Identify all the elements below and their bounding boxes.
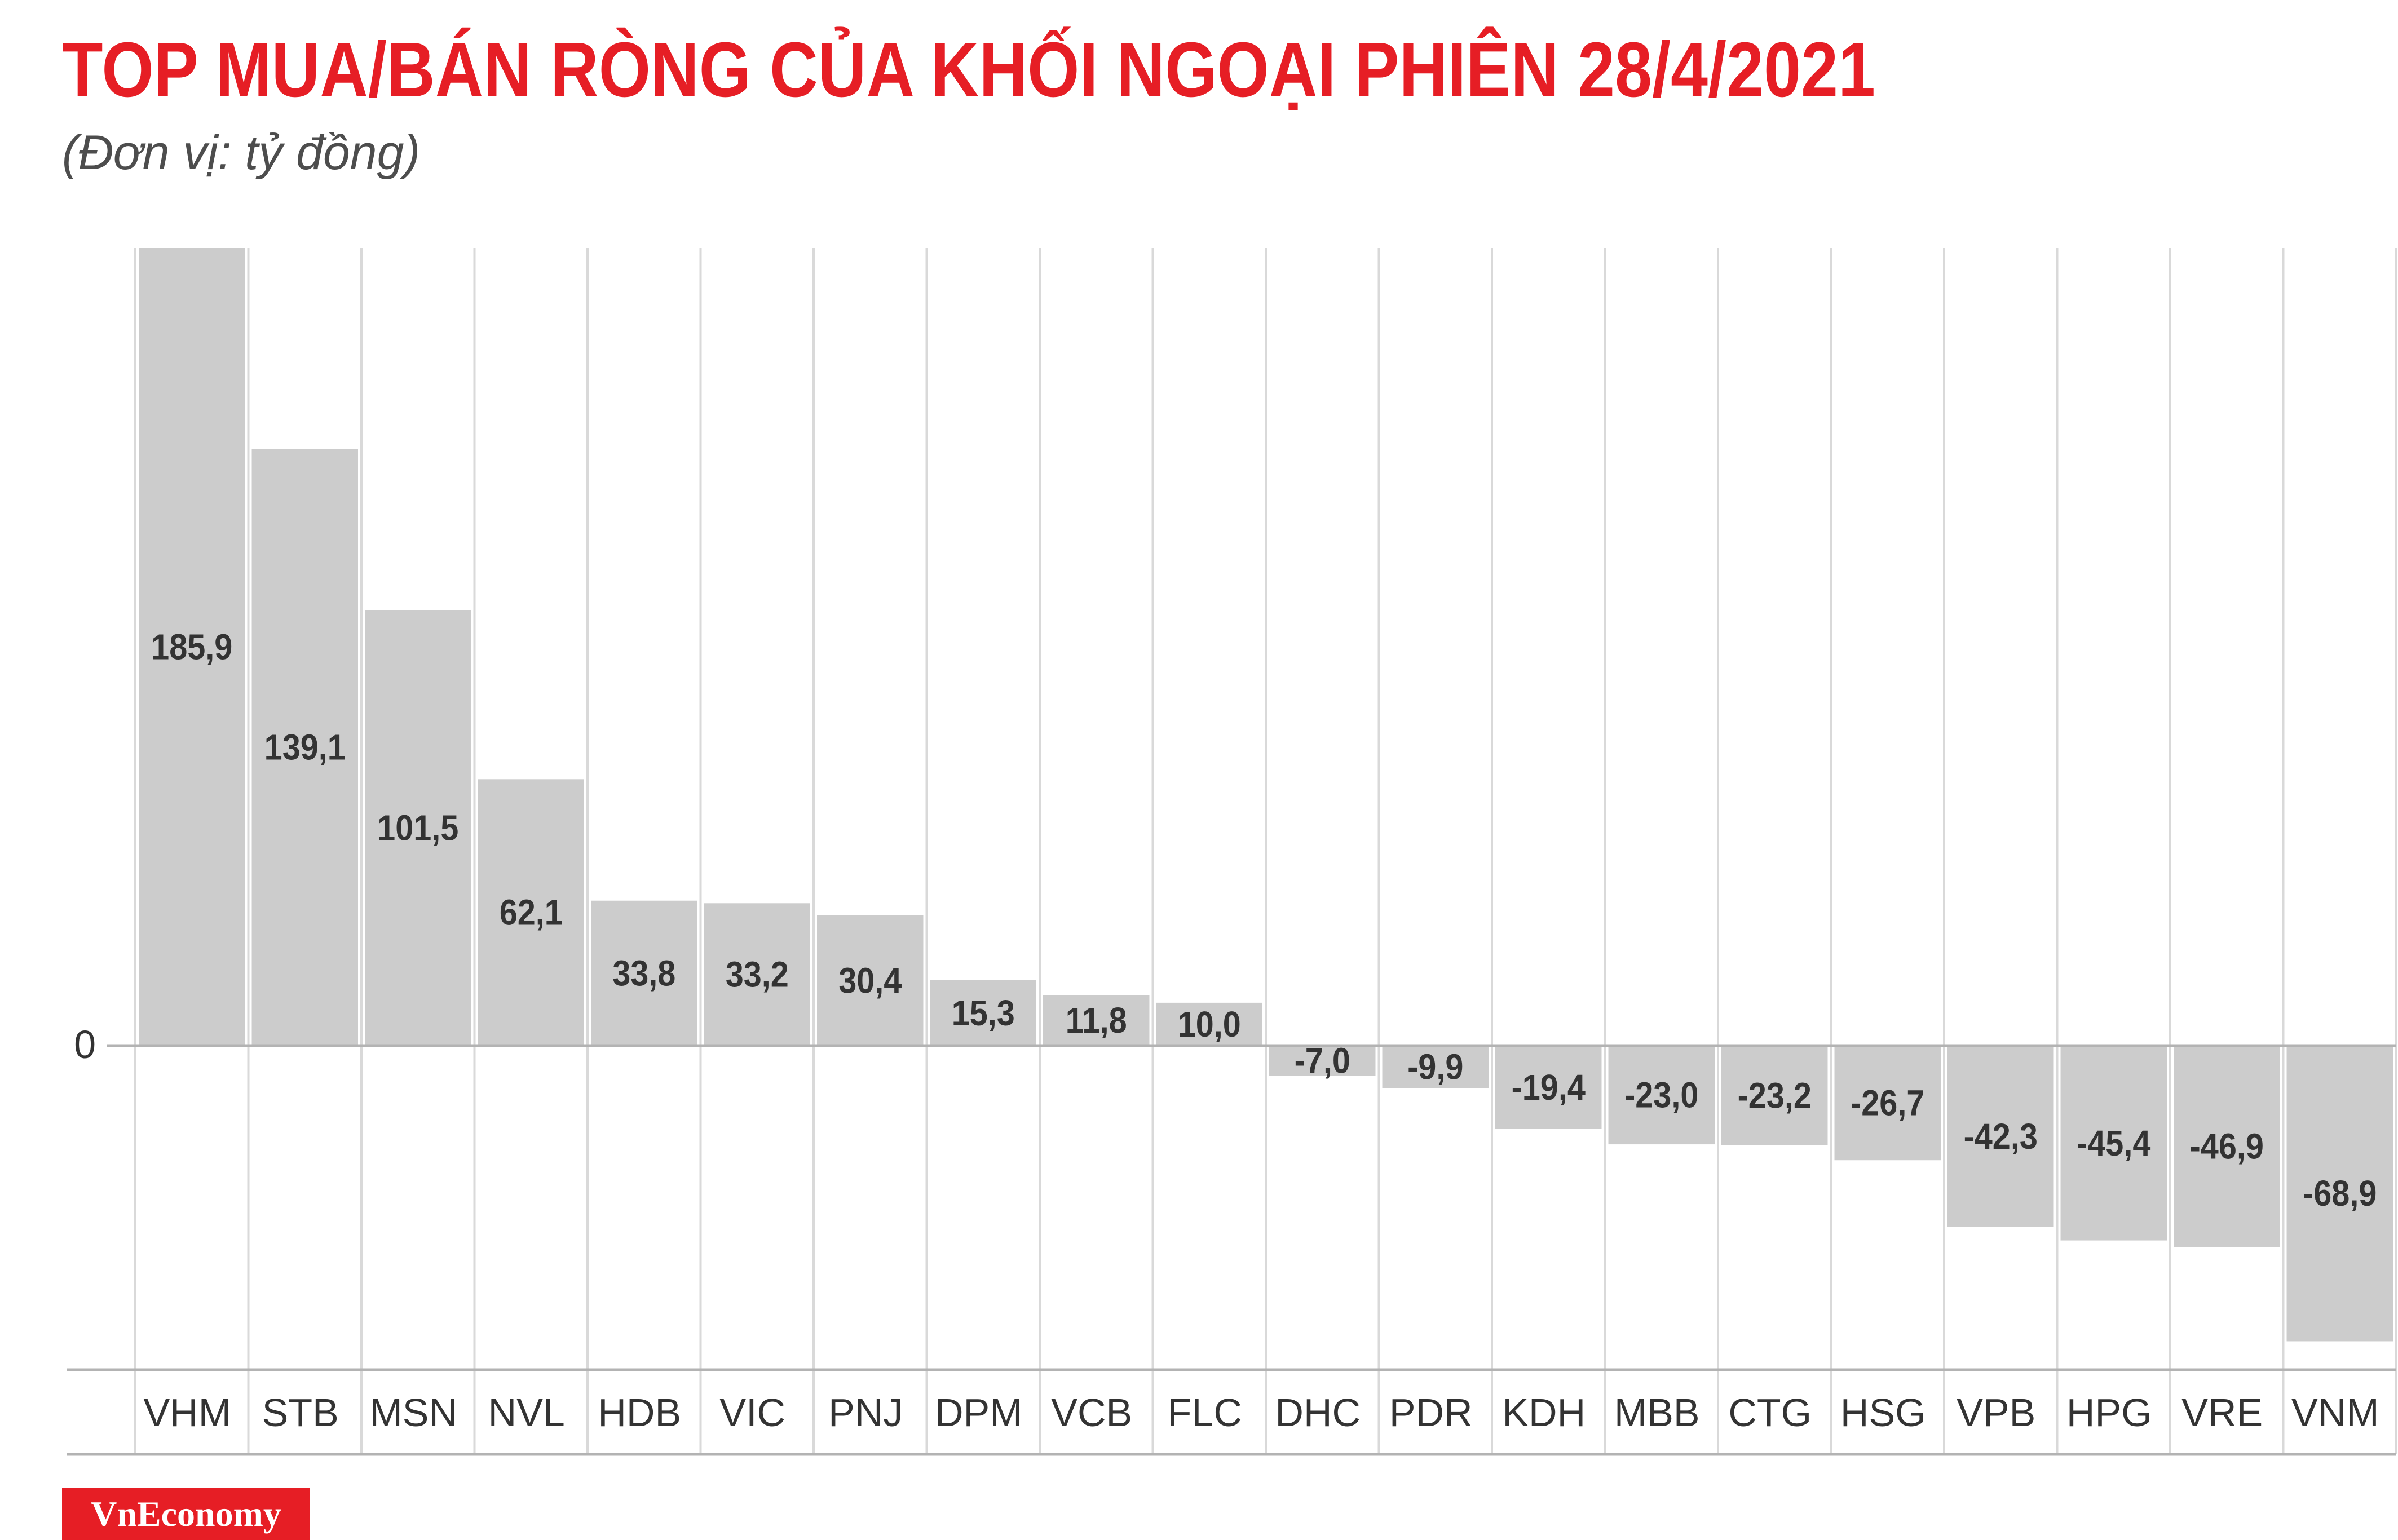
data-label: 30,4 [838, 960, 902, 1000]
x-tick-label: VPB [1957, 1391, 2035, 1435]
data-label: 33,8 [612, 953, 675, 993]
x-tick-label: VRE [2181, 1391, 2263, 1435]
data-label: 33,2 [726, 954, 789, 994]
bar-hpg [2060, 1046, 2167, 1241]
x-tick-label: VHM [143, 1391, 231, 1435]
data-label: -45,4 [2077, 1123, 2150, 1163]
x-tick-label: CTG [1728, 1391, 1812, 1435]
bar-mbb [1608, 1046, 1715, 1145]
data-label: -42,3 [1964, 1116, 2038, 1156]
bar-vhm [139, 248, 245, 1046]
x-tick-label: KDH [1502, 1391, 1586, 1435]
x-tick-label: HDB [598, 1391, 681, 1435]
x-tick-label: HSG [1840, 1391, 1926, 1435]
data-label: -68,9 [2303, 1173, 2377, 1213]
x-tick-label: PDR [1389, 1391, 1473, 1435]
x-tick-label: VIC [719, 1391, 785, 1435]
data-label: 101,5 [377, 808, 458, 848]
data-label: 10,0 [1178, 1004, 1241, 1044]
data-label: 62,1 [500, 892, 563, 932]
x-tick-label: NVL [488, 1391, 565, 1435]
bar-dhc [1269, 1046, 1376, 1076]
x-tick-label: VCB [1051, 1391, 1132, 1435]
chart-subtitle: (Đơn vị: tỷ đồng) [62, 126, 421, 180]
data-label: 185,9 [151, 627, 232, 667]
bar-vpb [1947, 1046, 2054, 1227]
data-label: -46,9 [2190, 1126, 2264, 1166]
data-label: -7,0 [1295, 1041, 1350, 1081]
data-label: 15,3 [952, 993, 1015, 1033]
data-label: -9,9 [1407, 1047, 1463, 1087]
bar-vnm [2286, 1046, 2393, 1342]
x-tick-label: DHC [1275, 1391, 1361, 1435]
data-label: -23,0 [1624, 1075, 1698, 1115]
x-tick-label: STB [262, 1391, 339, 1435]
bar-pnj [817, 915, 924, 1046]
data-label: 139,1 [264, 727, 346, 767]
x-tick-label: FLC [1168, 1391, 1242, 1435]
bar-ctg [1721, 1046, 1828, 1145]
bar-nvl [478, 779, 584, 1046]
x-tick-label: MSN [369, 1391, 457, 1435]
bar-msn [365, 610, 471, 1046]
data-label: 11,8 [1066, 1000, 1127, 1040]
data-label: -26,7 [1851, 1083, 1924, 1123]
vneconomy-logo: VnEconomy [62, 1488, 310, 1540]
bar-pdr [1382, 1046, 1489, 1088]
data-label: -19,4 [1512, 1067, 1586, 1107]
bar-vic [704, 903, 810, 1046]
bar-hsg [1834, 1046, 1941, 1161]
bar-vcb [1043, 995, 1150, 1046]
x-tick-label: PNJ [828, 1391, 903, 1435]
bar-flc [1156, 1002, 1262, 1046]
bar-vre [2174, 1046, 2280, 1247]
bar-kdh [1495, 1046, 1602, 1129]
x-tick-label: VNM [2291, 1391, 2379, 1435]
bar-dpm [930, 980, 1036, 1046]
x-tick-label: MBB [1614, 1391, 1700, 1435]
x-tick-label: DPM [935, 1391, 1023, 1435]
bar-stb [251, 449, 358, 1046]
chart-title: TOP MUA/BÁN RÒNG CỦA KHỐI NGOẠI PHIÊN 28… [62, 26, 1876, 113]
y-zero-label: 0 [74, 1023, 96, 1067]
data-label: -23,2 [1738, 1075, 1812, 1115]
x-tick-label: HPG [2066, 1391, 2152, 1435]
bar-hdb [591, 900, 697, 1046]
